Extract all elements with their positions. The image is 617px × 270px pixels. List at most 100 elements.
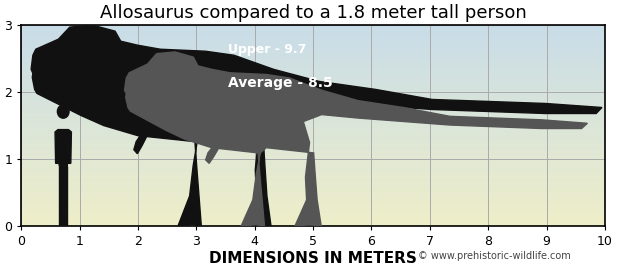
Bar bbox=[21, 201, 605, 202]
Bar bbox=[21, 222, 605, 223]
Bar bbox=[21, 62, 605, 63]
Bar bbox=[21, 26, 605, 27]
Bar bbox=[21, 120, 605, 122]
Bar bbox=[21, 190, 605, 191]
Bar bbox=[21, 154, 605, 155]
Bar bbox=[21, 157, 605, 158]
Bar bbox=[21, 185, 605, 186]
Bar bbox=[21, 216, 605, 217]
Bar bbox=[21, 53, 605, 54]
Bar bbox=[21, 35, 605, 36]
Bar bbox=[21, 140, 605, 141]
Bar bbox=[21, 153, 605, 154]
Bar bbox=[21, 146, 605, 147]
Bar bbox=[21, 223, 605, 224]
Bar bbox=[21, 224, 605, 225]
Bar bbox=[21, 156, 605, 157]
Bar bbox=[21, 117, 605, 119]
Bar bbox=[21, 124, 605, 126]
Polygon shape bbox=[55, 130, 59, 163]
Bar bbox=[21, 160, 605, 161]
Bar bbox=[21, 43, 605, 44]
Bar bbox=[21, 220, 605, 221]
Bar bbox=[21, 206, 605, 207]
Bar bbox=[21, 169, 605, 170]
Bar bbox=[21, 131, 605, 133]
Bar bbox=[21, 205, 605, 206]
Bar bbox=[21, 32, 605, 33]
Bar bbox=[21, 46, 605, 47]
Bar bbox=[21, 145, 605, 146]
Bar bbox=[21, 183, 605, 184]
Bar bbox=[21, 42, 605, 43]
Bar bbox=[21, 97, 605, 99]
Bar bbox=[21, 94, 605, 95]
Bar bbox=[21, 207, 605, 208]
Bar bbox=[21, 141, 605, 142]
Bar bbox=[21, 148, 605, 149]
Bar bbox=[21, 176, 605, 177]
Bar bbox=[21, 178, 605, 179]
Bar bbox=[21, 37, 605, 38]
Bar bbox=[21, 203, 605, 204]
Bar bbox=[21, 47, 605, 48]
Polygon shape bbox=[64, 166, 67, 225]
Bar bbox=[21, 158, 605, 159]
Bar bbox=[21, 112, 605, 113]
Polygon shape bbox=[205, 104, 223, 163]
Bar bbox=[21, 25, 605, 26]
Bar bbox=[21, 144, 605, 145]
Bar bbox=[21, 122, 605, 123]
Bar bbox=[21, 33, 605, 34]
Bar bbox=[21, 151, 605, 152]
Bar bbox=[21, 93, 605, 94]
Bar bbox=[21, 213, 605, 214]
Bar bbox=[21, 34, 605, 35]
Bar bbox=[21, 72, 605, 73]
Bar bbox=[21, 225, 605, 226]
Bar bbox=[21, 59, 605, 60]
Bar bbox=[21, 40, 605, 41]
Bar bbox=[21, 204, 605, 205]
Bar bbox=[21, 172, 605, 173]
Bar bbox=[21, 52, 605, 53]
Bar bbox=[21, 86, 605, 87]
Bar bbox=[21, 103, 605, 104]
Bar bbox=[21, 211, 605, 212]
Bar bbox=[21, 60, 605, 61]
Bar bbox=[21, 208, 605, 209]
Bar bbox=[21, 63, 605, 64]
Bar bbox=[21, 38, 605, 39]
Bar bbox=[21, 49, 605, 50]
Bar bbox=[21, 142, 605, 143]
Bar bbox=[21, 127, 605, 128]
Bar bbox=[21, 106, 605, 107]
Bar bbox=[21, 177, 605, 178]
Polygon shape bbox=[134, 85, 151, 154]
Bar bbox=[21, 163, 605, 164]
Bar bbox=[21, 65, 605, 66]
Bar bbox=[21, 85, 605, 86]
Bar bbox=[21, 168, 605, 169]
Bar bbox=[21, 219, 605, 220]
Bar bbox=[21, 174, 605, 175]
Bar bbox=[21, 76, 605, 77]
Bar bbox=[21, 55, 605, 56]
Bar bbox=[21, 147, 605, 148]
Bar bbox=[21, 161, 605, 162]
Bar bbox=[21, 212, 605, 213]
Text: Upper - 9.7: Upper - 9.7 bbox=[228, 43, 307, 56]
Bar bbox=[21, 215, 605, 216]
Polygon shape bbox=[59, 166, 63, 225]
Bar bbox=[21, 95, 605, 96]
Bar bbox=[21, 218, 605, 219]
Title: Allosaurus compared to a 1.8 meter tall person: Allosaurus compared to a 1.8 meter tall … bbox=[100, 4, 526, 22]
Bar bbox=[21, 187, 605, 188]
Bar bbox=[21, 128, 605, 129]
Polygon shape bbox=[125, 52, 587, 226]
Bar bbox=[21, 155, 605, 156]
Polygon shape bbox=[31, 25, 602, 226]
Bar bbox=[21, 143, 605, 144]
Bar bbox=[21, 149, 605, 150]
Bar bbox=[21, 31, 605, 32]
